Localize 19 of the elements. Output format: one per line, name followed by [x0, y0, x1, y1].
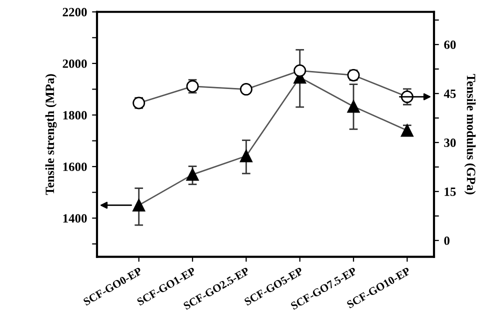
- y-tick-label: 1400: [63, 214, 87, 223]
- y2-tick-label: 15: [444, 188, 456, 196]
- point: [186, 168, 199, 181]
- point: [240, 83, 252, 96]
- y2-axis-title: Tensile modulus (GPa): [464, 74, 476, 194]
- point: [294, 64, 306, 77]
- y-tick-label: 1600: [63, 162, 87, 172]
- y-tick-label: 2200: [62, 8, 87, 16]
- y-tick-label: 2000: [62, 59, 87, 68]
- point: [400, 124, 414, 137]
- y-axis-title: Tensile strength (MPa): [45, 74, 57, 195]
- point: [132, 198, 146, 212]
- y2-tick-label: 30: [444, 138, 456, 147]
- y2-tick-label: 45: [444, 90, 456, 98]
- y2-tick-label: 0: [444, 236, 450, 245]
- point: [347, 100, 360, 113]
- y-tick-label: 1800: [63, 111, 87, 120]
- y2-tick-label: 60: [444, 40, 456, 49]
- point: [240, 150, 252, 162]
